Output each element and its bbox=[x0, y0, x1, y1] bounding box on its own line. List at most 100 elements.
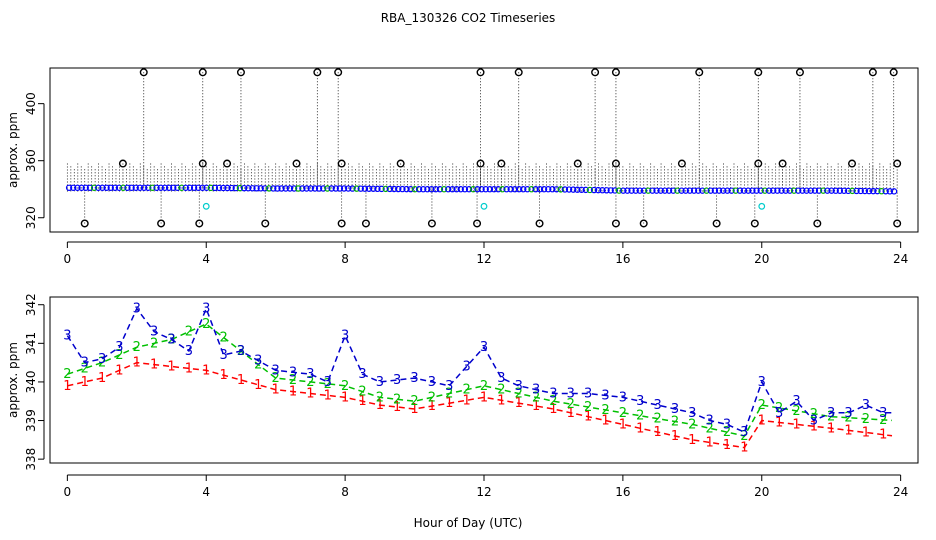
outlier-low-point bbox=[427, 219, 436, 228]
baseline-point bbox=[320, 185, 327, 192]
panel-top: approx. ppm 0 4 8 12 16 20 24 320 360 400 bbox=[6, 67, 919, 266]
series-1-marker: 1 bbox=[219, 368, 227, 383]
bottom-x-tick-label: 0 bbox=[64, 485, 72, 499]
baseline-point bbox=[370, 185, 377, 192]
series-3-marker: 3 bbox=[567, 387, 575, 402]
series-3-marker: 3 bbox=[358, 367, 366, 382]
baseline-point bbox=[628, 187, 635, 194]
series-1-marker: 1 bbox=[584, 410, 592, 425]
baseline-point bbox=[407, 185, 414, 193]
baseline-point bbox=[420, 186, 427, 193]
baseline-point bbox=[857, 187, 864, 195]
baseline-point bbox=[511, 186, 519, 193]
baseline-point bbox=[807, 187, 814, 194]
series-3-marker: 3 bbox=[619, 390, 627, 405]
series-2-marker: 2 bbox=[532, 390, 540, 405]
baseline-point bbox=[890, 188, 898, 195]
baseline-point bbox=[195, 184, 202, 191]
baseline-point bbox=[236, 184, 244, 192]
series-3-marker: 3 bbox=[237, 344, 245, 359]
baseline-point bbox=[786, 187, 794, 194]
baseline-point bbox=[461, 186, 469, 193]
baseline-point bbox=[657, 187, 664, 194]
baseline-point bbox=[457, 186, 464, 193]
baseline-point bbox=[490, 186, 498, 193]
baseline-point bbox=[399, 185, 406, 193]
baseline-point bbox=[790, 187, 798, 194]
baseline-point bbox=[703, 187, 710, 194]
baseline-point bbox=[161, 184, 169, 191]
series-3-marker: 3 bbox=[185, 344, 193, 359]
baseline-point bbox=[349, 185, 356, 192]
baseline-point bbox=[649, 187, 656, 194]
series-2-marker: 2 bbox=[740, 429, 748, 444]
baseline-point bbox=[499, 186, 506, 193]
baseline-point bbox=[82, 184, 89, 191]
series-1-marker: 1 bbox=[167, 359, 175, 374]
series-1-marker: 1 bbox=[775, 415, 783, 430]
series-3-marker: 3 bbox=[115, 340, 123, 355]
baseline-point bbox=[590, 186, 598, 194]
outlier-low-point bbox=[261, 219, 270, 228]
baseline-point bbox=[374, 185, 381, 193]
series-1-marker: 1 bbox=[358, 394, 366, 409]
baseline-point bbox=[190, 184, 198, 191]
outlier-high-point bbox=[334, 68, 343, 77]
baseline-point bbox=[307, 185, 314, 192]
baseline-point bbox=[682, 187, 689, 194]
bottom-x-tick-label: 20 bbox=[754, 485, 769, 499]
top-y-tick-label: 320 bbox=[24, 206, 38, 229]
series-2-marker: 2 bbox=[601, 403, 609, 418]
series-1-marker: 1 bbox=[133, 356, 141, 371]
baseline-point bbox=[132, 184, 139, 191]
series-2-marker: 2 bbox=[723, 425, 731, 440]
baseline-point bbox=[507, 186, 514, 193]
series-3-marker: 3 bbox=[879, 406, 887, 421]
series-3-marker: 3 bbox=[81, 356, 89, 371]
baseline-point bbox=[311, 185, 319, 192]
series-1-marker: 1 bbox=[879, 428, 887, 443]
top-x-tick-label: 0 bbox=[64, 252, 72, 266]
outlier-mid-point bbox=[118, 159, 127, 168]
baseline-point bbox=[474, 186, 481, 193]
series-3-marker: 3 bbox=[410, 371, 418, 386]
baseline-point bbox=[145, 184, 152, 191]
baseline-point bbox=[411, 186, 419, 193]
outlier-mid-point bbox=[497, 159, 506, 168]
baseline-point bbox=[607, 187, 614, 194]
series-2-marker: 2 bbox=[844, 411, 852, 426]
series-1-marker: 1 bbox=[601, 414, 609, 429]
outlier-low-point bbox=[893, 219, 902, 228]
outlier-high-point bbox=[514, 68, 523, 77]
baseline-point bbox=[520, 186, 527, 193]
baseline-point bbox=[328, 185, 335, 192]
baseline-point bbox=[165, 184, 173, 191]
baseline-point bbox=[599, 187, 606, 194]
outlier-mid-point bbox=[611, 159, 620, 168]
plot-frame-bottom bbox=[49, 296, 919, 464]
baseline-point bbox=[615, 187, 623, 194]
series-3-marker: 3 bbox=[688, 406, 696, 421]
outlier-mid-point bbox=[754, 159, 763, 168]
baseline-point bbox=[540, 186, 548, 193]
baseline-point bbox=[561, 186, 569, 193]
series-2-marker: 2 bbox=[792, 404, 800, 419]
series-3-marker: 3 bbox=[515, 379, 523, 394]
series-2-marker: 2 bbox=[445, 387, 453, 402]
baseline-point bbox=[361, 185, 369, 192]
baseline-point bbox=[95, 184, 102, 191]
series-3-marker: 3 bbox=[324, 375, 332, 390]
baseline-point bbox=[270, 185, 277, 192]
cyan-point bbox=[758, 202, 766, 210]
outlier-high-point bbox=[889, 68, 898, 77]
baseline-point bbox=[415, 186, 423, 193]
baseline-point bbox=[274, 185, 281, 192]
baseline-point bbox=[645, 187, 652, 194]
baseline-point bbox=[690, 187, 698, 194]
baseline-point bbox=[603, 187, 610, 194]
baseline-point bbox=[636, 187, 644, 194]
baseline-point bbox=[674, 187, 681, 194]
series-3-marker: 3 bbox=[827, 406, 835, 421]
baseline-point bbox=[107, 184, 114, 191]
x-axis-title: Hour of Day (UTC) bbox=[414, 516, 523, 530]
